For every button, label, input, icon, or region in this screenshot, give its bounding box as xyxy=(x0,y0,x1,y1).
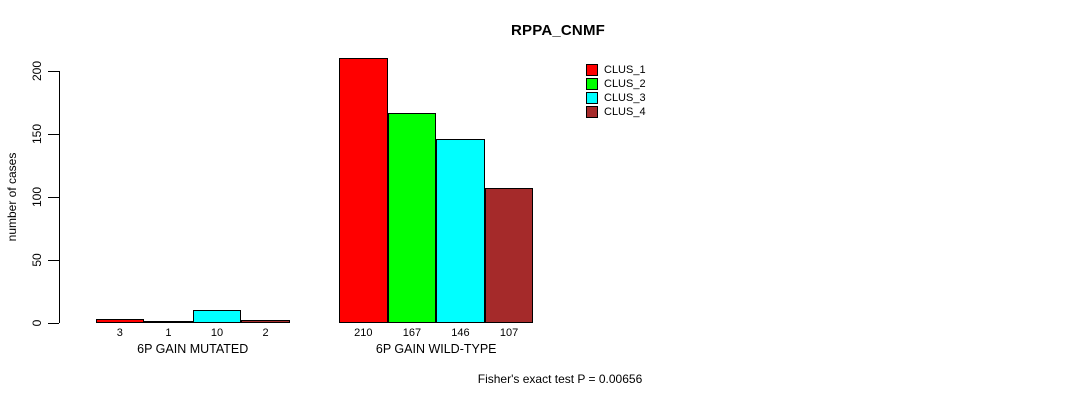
bar-value-label: 107 xyxy=(499,327,519,339)
y-axis-label: number of cases xyxy=(5,152,19,242)
bar-6p-gain-wild-type-clus_4 xyxy=(484,188,534,323)
x-axis-group-label: 6P GAIN WILD-TYPE xyxy=(375,342,497,356)
y-axis-tick-label: 50 xyxy=(30,253,44,267)
annotation-fisher-test: Fisher's exact test P = 0.00656 xyxy=(477,372,643,386)
y-axis-tick-label: 150 xyxy=(30,123,44,145)
bar-value-label: 146 xyxy=(451,327,470,339)
bar-value-label: 210 xyxy=(354,327,373,339)
bar-value-label: 167 xyxy=(402,327,422,339)
chart-title: RPPA_CNMF xyxy=(510,22,606,39)
bar-value-label: 3 xyxy=(116,327,123,339)
y-axis-tick-label: 0 xyxy=(30,319,44,327)
legend-label: CLUS_2 xyxy=(604,78,646,90)
bar-6p-gain-wild-type-clus_2 xyxy=(387,112,437,323)
legend: CLUS_1 CLUS_2 CLUS_3 CLUS_4 xyxy=(586,64,646,120)
legend-color-swatch xyxy=(586,78,598,90)
bar-value-label: 1 xyxy=(165,327,172,339)
bar-6p-gain-mutated-clus_1 xyxy=(95,319,145,323)
y-axis-line xyxy=(59,71,60,323)
y-axis-tick xyxy=(48,322,59,324)
legend-item: CLUS_2 xyxy=(586,78,646,90)
bar-value-label: 10 xyxy=(210,327,224,339)
bar-6p-gain-mutated-clus_4 xyxy=(241,320,290,323)
y-axis-tick xyxy=(48,133,59,135)
legend-color-swatch xyxy=(586,92,598,104)
bar-6p-gain-mutated-clus_3 xyxy=(192,310,242,323)
y-axis-tick-label: 200 xyxy=(30,60,44,82)
y-axis-tick xyxy=(48,70,59,72)
legend-label: CLUS_1 xyxy=(604,64,646,76)
legend-color-swatch xyxy=(586,106,598,118)
bar-6p-gain-wild-type-clus_1 xyxy=(339,58,388,323)
bar-6p-gain-mutated-clus_2 xyxy=(144,321,193,323)
y-axis-tick-label: 100 xyxy=(30,186,44,208)
x-axis-group-label: 6P GAIN MUTATED xyxy=(137,342,249,356)
legend-label: CLUS_3 xyxy=(604,92,646,104)
legend-item: CLUS_4 xyxy=(586,106,646,118)
y-axis-tick xyxy=(48,259,59,261)
legend-item: CLUS_3 xyxy=(586,92,646,104)
legend-color-swatch xyxy=(586,64,598,76)
legend-label: CLUS_4 xyxy=(604,106,646,118)
bar-value-label: 2 xyxy=(262,327,269,339)
bar-6p-gain-wild-type-clus_3 xyxy=(436,139,485,323)
y-axis-tick xyxy=(48,196,59,198)
legend-item: CLUS_1 xyxy=(586,64,646,76)
